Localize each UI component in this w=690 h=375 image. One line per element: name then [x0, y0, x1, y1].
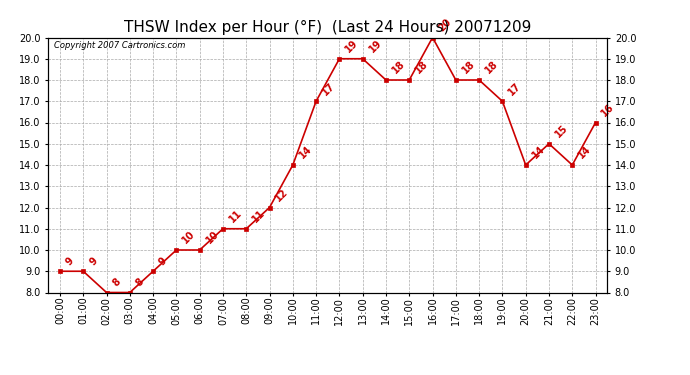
- Text: 10: 10: [204, 229, 220, 246]
- Text: 8: 8: [110, 276, 123, 288]
- Text: 9: 9: [88, 255, 99, 267]
- Text: 9: 9: [157, 255, 169, 267]
- Text: 19: 19: [367, 38, 384, 55]
- Text: 18: 18: [390, 59, 407, 76]
- Text: 14: 14: [576, 144, 593, 161]
- Text: 12: 12: [274, 187, 290, 203]
- Text: 9: 9: [64, 255, 76, 267]
- Text: 19: 19: [344, 38, 360, 55]
- Title: THSW Index per Hour (°F)  (Last 24 Hours) 20071209: THSW Index per Hour (°F) (Last 24 Hours)…: [124, 20, 531, 35]
- Text: 15: 15: [553, 123, 570, 140]
- Text: 11: 11: [227, 208, 244, 225]
- Text: 18: 18: [483, 59, 500, 76]
- Text: 18: 18: [460, 59, 477, 76]
- Text: 17: 17: [320, 81, 337, 97]
- Text: 16: 16: [600, 102, 616, 118]
- Text: 11: 11: [250, 208, 267, 225]
- Text: 14: 14: [297, 144, 313, 161]
- Text: Copyright 2007 Cartronics.com: Copyright 2007 Cartronics.com: [54, 41, 185, 50]
- Text: 17: 17: [506, 81, 523, 97]
- Text: 18: 18: [413, 59, 430, 76]
- Text: 10: 10: [181, 229, 197, 246]
- Text: 14: 14: [530, 144, 546, 161]
- Text: 8: 8: [134, 276, 146, 288]
- Text: 20: 20: [437, 17, 453, 33]
